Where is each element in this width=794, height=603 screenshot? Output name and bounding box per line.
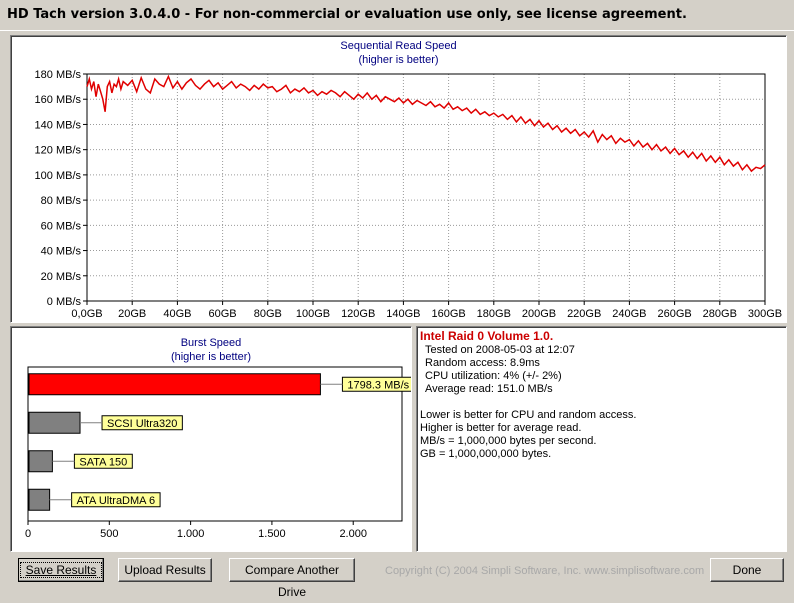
note-mbs-definition: MB/s = 1,000,000 bytes per second. (420, 435, 597, 447)
burst-bar-label: SCSI Ultra320 (107, 418, 177, 430)
drive-info-panel: Intel Raid 0 Volume 1.0. Tested on 2008-… (416, 326, 787, 552)
note-gb-definition: GB = 1,000,000,000 bytes. (420, 448, 552, 460)
y-tick-label: 40 MB/s (41, 246, 82, 258)
x-tick-label: 280GB (703, 308, 737, 320)
y-tick-label: 80 MB/s (41, 195, 82, 207)
x-tick-label: 20GB (118, 308, 146, 320)
burst-speed-panel: Burst Speed (higher is better) 0 500 1.000… (10, 326, 412, 552)
burst-bar (28, 488, 51, 511)
plot-frame (86, 73, 766, 302)
save-results-button[interactable]: Save Results (18, 558, 104, 582)
copyright-text: Copyright (C) 2004 Simpli Software, Inc.… (385, 565, 705, 577)
x-tick-label: 2.000 (339, 528, 367, 540)
compare-another-drive-button[interactable]: Compare Another Drive (229, 558, 355, 599)
y-tick-label: 20 MB/s (41, 271, 82, 283)
note-average-read: Higher is better for average read. (420, 422, 582, 434)
x-tick-label: 200GB (522, 308, 556, 320)
note-cpu-random: Lower is better for CPU and random acces… (420, 409, 637, 421)
x-tick-label: 500 (100, 528, 118, 540)
save-results-label: Save Results (19, 562, 103, 578)
x-tick-label: 100GB (296, 308, 330, 320)
x-tick-label: 0 (25, 528, 31, 540)
title-bar: HD Tach version 3.0.4.0 - For non-commer… (0, 0, 794, 31)
y-tick-label: 140 MB/s (35, 119, 82, 131)
x-tick-label: 40GB (163, 308, 191, 320)
random-access: Random access: 8.9ms (425, 357, 540, 369)
burst-bar (28, 450, 53, 473)
y-tick-label: 100 MB/s (35, 170, 82, 182)
tested-on: Tested on 2008-05-03 at 12:07 (425, 344, 575, 356)
x-tick-label: 1.000 (177, 528, 205, 540)
seq-chart-subtitle: (higher is better) (358, 54, 439, 66)
burst-chart-subtitle: (higher is better) (170, 351, 252, 363)
x-tick-label: 80GB (254, 308, 282, 320)
burst-chart-title: Burst Speed (180, 337, 242, 349)
x-tick-label: 160GB (431, 308, 465, 320)
x-tick-label: 0,0GB (71, 308, 102, 320)
plot-frame (27, 366, 403, 522)
burst-bar-label: ATA UltraDMA 6 (77, 495, 155, 507)
average-read: Average read: 151.0 MB/s (425, 383, 553, 395)
y-tick-label: 120 MB/s (35, 145, 82, 157)
x-tick-label: 220GB (567, 308, 601, 320)
x-tick-label: 260GB (657, 308, 691, 320)
x-tick-label: 240GB (612, 308, 646, 320)
burst-bar (28, 411, 81, 434)
x-tick-label: 1.500 (258, 528, 286, 540)
window-title: HD Tach version 3.0.4.0 - For non-commer… (7, 7, 687, 22)
burst-speed-chart: 0 500 1.000 1.500 2.000 1798.3 MB/s SCSI Ultra… (25, 366, 411, 540)
y-tick-label: 160 MB/s (35, 94, 82, 106)
x-tick-label: 120GB (341, 308, 375, 320)
sequential-read-panel: Sequential Read Speed (higher is better)… (10, 35, 787, 323)
sequential-read-chart: 0,0GB 20GB 40GB 60GB 80GB 100GB 120GB 140GB 160G… (35, 69, 783, 320)
x-tick-label: 140GB (386, 308, 420, 320)
y-tick-label: 0 MB/s (47, 296, 82, 308)
read-speed-line (86, 74, 766, 173)
seq-chart-title: Sequential Read Speed (340, 40, 457, 52)
y-tick-label: 60 MB/s (41, 220, 82, 232)
x-tick-label: 60GB (209, 308, 237, 320)
drive-name: Intel Raid 0 Volume 1.0. (420, 329, 554, 343)
y-tick-label: 180 MB/s (35, 69, 82, 81)
upload-results-button[interactable]: Upload Results (118, 558, 212, 582)
x-tick-label: 180GB (477, 308, 511, 320)
done-button[interactable]: Done (710, 558, 784, 582)
burst-bar (28, 373, 321, 396)
cpu-utilization: CPU utilization: 4% (+/- 2%) (425, 370, 562, 382)
burst-bar-label: 1798.3 MB/s (347, 379, 409, 391)
x-tick-label: 300GB (748, 308, 782, 320)
burst-bar-label: SATA 150 (79, 456, 127, 468)
